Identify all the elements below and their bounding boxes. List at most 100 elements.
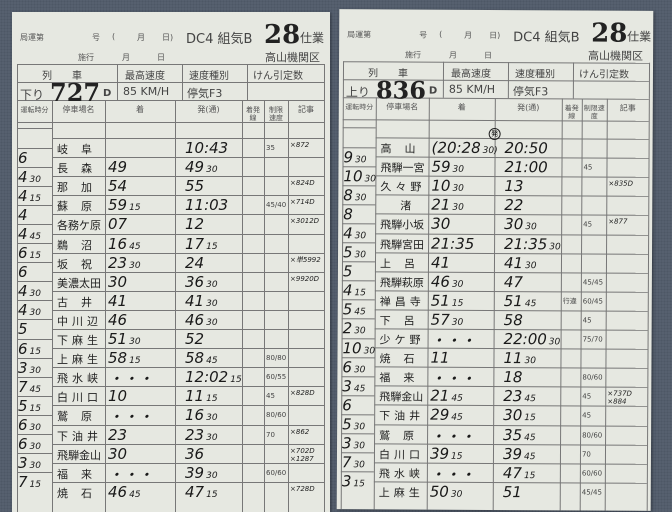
rule	[572, 62, 575, 99]
rule	[52, 176, 324, 177]
month-label: 月	[137, 33, 145, 42]
running-time: 6 30	[18, 415, 41, 434]
col-max-speed: 最高速度	[450, 68, 492, 80]
col-track: 着発線	[246, 106, 260, 122]
station-name: 美濃太田	[57, 276, 101, 290]
running-time: 6 30	[18, 435, 41, 454]
rule	[52, 367, 324, 368]
departure-time: 18	[503, 368, 523, 387]
station-name: 久々野	[380, 180, 426, 194]
day-label: 日)	[489, 30, 501, 41]
track-note: 行違	[562, 297, 577, 306]
timetable-card-727d: 局運第号(月日) DC4 組気B 28 仕業 施行月日高山機関区列 車最高速度 速度種別け…	[12, 12, 330, 512]
rule	[17, 377, 52, 378]
departure-time: 36 30	[185, 272, 218, 291]
speed-limit: 45	[583, 220, 593, 229]
station-name: 少ケ野	[379, 333, 425, 347]
station-name: 各務ケ原	[57, 219, 101, 233]
depot-name: 高山機関区	[265, 51, 320, 64]
running-time: 5	[342, 262, 353, 281]
train-number: 836	[375, 75, 427, 105]
rule	[17, 205, 52, 206]
running-time: 3 30	[18, 454, 41, 473]
rule	[17, 100, 324, 101]
station-name: 焼石	[379, 352, 428, 366]
rule	[373, 97, 377, 511]
sheet-type: DC4 組気B	[186, 32, 253, 47]
speed-limit: 45/45	[581, 488, 602, 497]
running-time: 5 30	[342, 415, 366, 434]
origin-mark-icon: 発	[488, 127, 501, 141]
speed-limit: 60/45	[582, 297, 603, 306]
departure-time: 51 45	[503, 291, 537, 310]
remark: ×828D	[290, 389, 315, 398]
rule	[117, 64, 118, 100]
arrival-time: 10 30	[431, 176, 464, 195]
arrival-time: 49	[108, 158, 128, 177]
rule	[324, 100, 325, 512]
departure-time: 11 30	[503, 349, 537, 368]
departure-time: 55	[185, 177, 205, 196]
station-name: 蘇原	[57, 200, 105, 214]
running-time: 3 15	[341, 472, 365, 491]
remark: ×872	[290, 141, 310, 149]
station-name: 上麻生	[57, 353, 102, 367]
departure-time: 23 45	[503, 387, 536, 406]
max-speed: 85 KM/H	[123, 85, 170, 98]
station-name: 福来	[57, 467, 105, 481]
running-time: 6 30	[342, 357, 366, 376]
remark: ×737D ×884	[607, 389, 632, 406]
departure-time: 17 15	[185, 234, 218, 253]
rule	[17, 100, 18, 512]
arrival-time: 39 15	[429, 444, 463, 463]
station-name: 焼石	[57, 486, 105, 500]
station-name: 下油井	[379, 409, 425, 424]
arrival-time: 11	[430, 348, 450, 367]
sheet-suffix: 仕業	[300, 31, 325, 45]
col-train: 列 車	[42, 71, 82, 82]
running-time: 4 30	[343, 224, 367, 243]
rule	[52, 386, 324, 387]
col-dep: 発(通)	[197, 105, 220, 114]
eff-day: 日	[157, 53, 165, 62]
departure-time: 10:43	[185, 139, 229, 157]
rule	[52, 444, 324, 445]
speed-limit: 80/80	[266, 354, 287, 363]
speed-limit: 80/60	[266, 411, 287, 420]
station-name: 飛騨金山	[379, 390, 424, 404]
station-name: 那加	[57, 181, 105, 195]
sheet-suffix: 仕業	[627, 29, 652, 44]
departure-time: 13	[504, 177, 524, 196]
departure-time: 23 30	[185, 425, 218, 444]
departure-time: 58 45	[185, 349, 218, 368]
departure-time: 30 15	[503, 406, 536, 425]
running-time: 2 30	[342, 319, 366, 338]
departure-time: 12	[185, 215, 205, 234]
col-track: 着発線	[564, 104, 579, 121]
speed-limit: 45/45	[582, 278, 604, 287]
arrival-time: 41	[430, 253, 451, 272]
arrival-time: 51 30	[108, 330, 141, 348]
speed-limit: 45	[266, 392, 275, 401]
rule	[17, 128, 52, 129]
rule	[52, 214, 324, 215]
remark: ×単5992	[290, 255, 321, 264]
station-name: 白川口	[57, 391, 102, 405]
arrival-time: 46 30	[430, 272, 464, 291]
rule	[52, 425, 324, 426]
departure-time: 22:00 30	[503, 330, 561, 349]
max-speed: 85 KM/H	[448, 82, 496, 96]
running-time: 10 30	[342, 338, 376, 357]
arrival-time: 41	[108, 291, 128, 310]
departure-time: 41 30	[503, 253, 537, 272]
departure-time: 11:03	[185, 196, 229, 215]
rule	[17, 122, 324, 123]
running-time: 4 45	[18, 224, 41, 243]
rule	[52, 348, 324, 349]
arrival-time: (20:28 30)	[431, 138, 498, 157]
arrival-time: 30	[431, 215, 451, 234]
col-arr: 着	[457, 102, 466, 112]
col-runtime: 運転時分	[345, 103, 374, 112]
rule	[17, 243, 52, 244]
rule	[17, 167, 52, 168]
